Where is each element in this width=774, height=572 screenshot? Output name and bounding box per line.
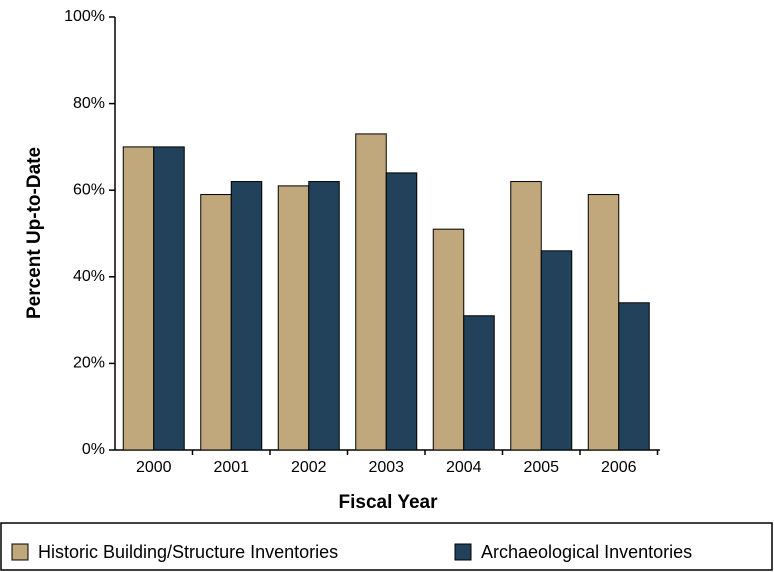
- y-tick-label: 20%: [73, 355, 105, 372]
- bar: [463, 315, 495, 451]
- bar: [385, 172, 418, 451]
- y-tick-label: 0%: [82, 441, 105, 458]
- bar: [510, 181, 542, 451]
- x-tick-label: 2002: [291, 459, 327, 476]
- x-tick-label: 2006: [601, 459, 637, 476]
- legend-label: Historic Building/Structure Inventories: [38, 542, 338, 562]
- y-tick-label: 40%: [73, 268, 105, 285]
- legend-box: [0, 522, 773, 571]
- y-axis-label: Percent Up-to-Date: [24, 147, 45, 319]
- bar: [277, 185, 310, 451]
- bar: [355, 133, 387, 451]
- legend-swatch: [11, 543, 29, 561]
- x-tick-label: 2004: [446, 459, 482, 476]
- bar: [432, 228, 465, 451]
- y-tick-label: 80%: [73, 95, 105, 112]
- y-tick-label: 100%: [64, 8, 105, 25]
- bar: [153, 146, 185, 451]
- bar: [540, 250, 573, 451]
- bar: [308, 181, 340, 451]
- bar: [618, 302, 650, 451]
- x-tick-label: 2001: [213, 459, 249, 476]
- bar: [122, 146, 155, 451]
- x-tick-label: 2003: [368, 459, 404, 476]
- x-axis-label: Fiscal Year: [339, 492, 439, 513]
- x-tick-label: 2005: [523, 459, 559, 476]
- y-tick-label: 60%: [73, 181, 105, 198]
- legend-swatch: [454, 543, 472, 561]
- legend-label: Archaeological Inventories: [481, 542, 692, 562]
- bar: [230, 181, 263, 451]
- bar: [587, 194, 620, 451]
- bar: [200, 194, 232, 451]
- x-tick-label: 2000: [136, 459, 172, 476]
